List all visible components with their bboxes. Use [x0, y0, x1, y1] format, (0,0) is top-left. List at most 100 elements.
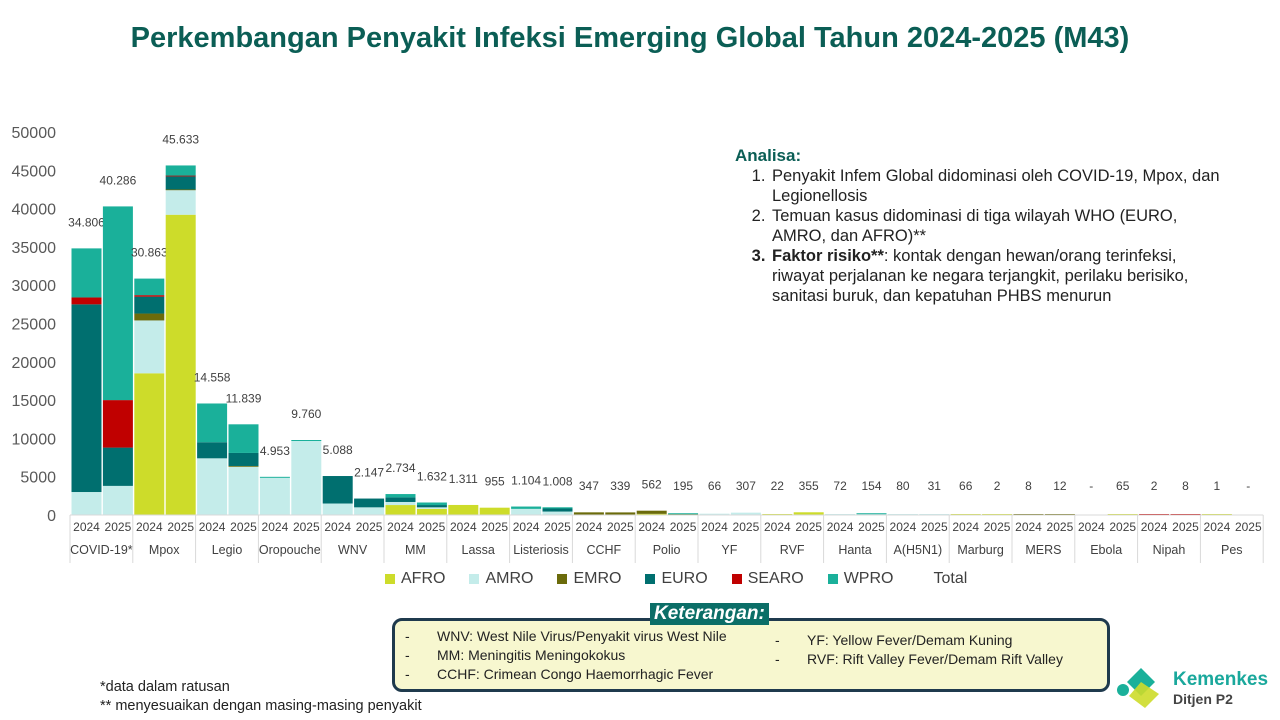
- footnotes: *data dalam ratusan ** menyesuaikan deng…: [100, 678, 422, 716]
- bar-segment-amro: [102, 485, 133, 515]
- year-label: 2025: [607, 520, 634, 534]
- legend-swatch: [731, 574, 742, 584]
- chart-legend: AFRO AMRO EMRO EURO SEARO WPRO Total: [385, 570, 967, 588]
- year-label: 2025: [1235, 520, 1262, 534]
- total-label: 2.734: [385, 461, 415, 475]
- year-label: 2024: [387, 520, 414, 534]
- category-label: Mpox: [149, 543, 180, 557]
- total-label: 2: [994, 479, 1001, 493]
- bar-segment-amro: [259, 477, 290, 515]
- legend-item: Total: [917, 570, 967, 588]
- legend-label: AMRO: [485, 570, 534, 587]
- bar-segment-wpro: [259, 476, 290, 478]
- bar-segment-wpro: [291, 440, 322, 442]
- year-label: 2024: [890, 520, 917, 534]
- total-label: 955: [485, 475, 505, 489]
- bar-segment-euro: [228, 452, 259, 466]
- year-label: 2024: [324, 520, 351, 534]
- total-label: 307: [736, 479, 756, 493]
- bar-segment-wpro: [856, 513, 887, 515]
- total-label: 40.286: [100, 173, 137, 187]
- bar-segment-euro: [542, 508, 573, 512]
- legend-item: WPRO: [827, 570, 893, 588]
- bar-segment-amro: [165, 190, 196, 215]
- total-label: 12: [1053, 479, 1067, 493]
- year-label: 2025: [105, 520, 132, 534]
- year-label: 2025: [1047, 520, 1074, 534]
- bar-segment-emro: [165, 189, 196, 191]
- total-label: 9.760: [291, 407, 321, 421]
- bar-segment-wpro: [542, 507, 573, 509]
- legend-item: SEARO: [731, 570, 804, 588]
- category-label: MM: [405, 543, 426, 557]
- bar-segment-afro: [416, 508, 447, 515]
- year-label: 2024: [262, 520, 289, 534]
- total-label: 45.633: [162, 132, 199, 146]
- category-label: CCHF: [586, 543, 621, 557]
- year-label: 2025: [670, 520, 697, 534]
- bar-segment-amro: [416, 507, 447, 509]
- total-label: 347: [579, 479, 599, 493]
- analysis-item: Temuan kasus didominasi di tiga wilayah …: [770, 206, 1225, 246]
- total-label: 355: [799, 479, 819, 493]
- bar-segment-afro: [636, 513, 667, 515]
- logo-sub: Ditjen P2: [1173, 691, 1233, 707]
- year-label: 2024: [1141, 520, 1168, 534]
- bar-segment-wpro: [385, 494, 416, 498]
- analysis-heading: Analisa:: [735, 146, 802, 165]
- bar-segment-searo: [102, 400, 133, 448]
- bar-segment-amro: [197, 458, 228, 515]
- bar-segment-amro: [134, 320, 165, 374]
- footnote: *data dalam ratusan: [100, 679, 230, 695]
- bar-segment-amro: [385, 501, 416, 506]
- total-label: 562: [642, 478, 662, 492]
- year-label: 2024: [701, 520, 728, 534]
- year-label: 2024: [136, 520, 163, 534]
- year-label: 2024: [1204, 520, 1231, 534]
- bar-segment-euro: [134, 296, 165, 314]
- category-label: RVF: [780, 543, 805, 557]
- keterangan-item: MM: Meningitis Meningokokus: [395, 646, 727, 665]
- category-label: Polio: [653, 543, 681, 557]
- legend-swatch: [645, 574, 656, 584]
- total-label: 22: [771, 479, 785, 493]
- bar-segment-euro: [197, 442, 228, 459]
- total-label: 31: [928, 479, 942, 493]
- total-label: 4.953: [260, 444, 290, 458]
- year-label: 2024: [576, 520, 603, 534]
- page-title: Perkembangan Penyakit Infeksi Emerging G…: [130, 22, 1130, 54]
- legend-label: EMRO: [573, 570, 622, 587]
- legend-swatch: [827, 574, 838, 584]
- bar-segment-wpro: [416, 502, 447, 506]
- bar-segment-amro: [730, 512, 761, 515]
- category-label: Nipah: [1153, 543, 1186, 557]
- category-label: COVID-19*: [70, 543, 133, 557]
- year-label: 2025: [1109, 520, 1136, 534]
- total-label: 1.008: [542, 474, 572, 488]
- year-label: 2025: [167, 520, 194, 534]
- y-tick-label: 50000: [12, 125, 57, 142]
- bar-segment-amro: [228, 466, 259, 515]
- keterangan-item: WNV: West Nile Virus/Penyakit virus West…: [395, 627, 727, 646]
- year-label: 2025: [419, 520, 446, 534]
- bar-segment-euro: [354, 498, 385, 508]
- category-label: MERS: [1025, 543, 1061, 557]
- analysis-text: : kontak dengan hewan/orang terinfeksi, …: [772, 247, 1189, 305]
- bar-segment-searo: [165, 175, 196, 177]
- bar-segment-amro: [542, 511, 573, 515]
- legend-swatch: [917, 574, 927, 584]
- category-label: Hanta: [838, 543, 871, 557]
- bar-segment-afro: [479, 507, 510, 515]
- total-label: 1.311: [449, 472, 478, 486]
- total-label: -: [1246, 479, 1250, 493]
- legend-swatch: [385, 574, 395, 584]
- year-label: 2024: [827, 520, 854, 534]
- total-label: 1: [1214, 479, 1221, 493]
- analysis-bold: Faktor risiko**: [772, 247, 884, 265]
- logo-icon: [1117, 668, 1159, 708]
- total-label: 339: [610, 479, 630, 493]
- legend-swatch: [469, 574, 480, 584]
- year-label: 2025: [356, 520, 383, 534]
- bar-segment-amro: [71, 492, 102, 515]
- total-label: 1.104: [511, 474, 541, 488]
